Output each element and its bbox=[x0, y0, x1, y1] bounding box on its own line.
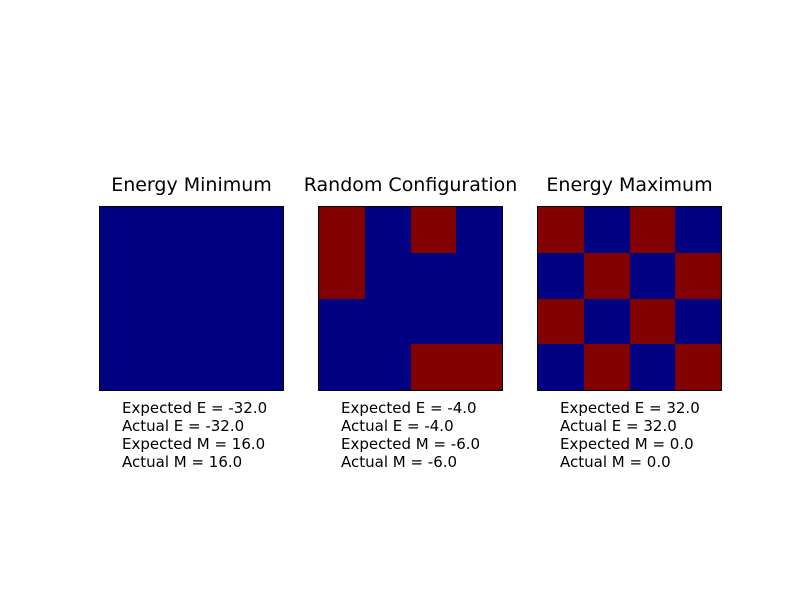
spin-lattice-heatmap bbox=[318, 206, 503, 391]
spin-cell-blue bbox=[456, 252, 502, 299]
spin-cell-blue bbox=[191, 252, 238, 299]
stat-line-actual-e: Actual E = -4.0 bbox=[341, 417, 454, 435]
stat-line-actual-m: Actual M = 0.0 bbox=[560, 453, 671, 471]
spin-cell-blue bbox=[410, 252, 457, 299]
spin-cell-red bbox=[319, 207, 365, 253]
spin-cell-blue bbox=[145, 344, 192, 390]
spin-cell-blue bbox=[456, 298, 502, 345]
spin-cell-red bbox=[456, 344, 502, 390]
spin-cell-blue bbox=[583, 207, 630, 253]
panel-title: Energy Minimum bbox=[111, 174, 272, 196]
spin-cell-red bbox=[583, 252, 630, 299]
stat-line-expected-e: Expected E = -4.0 bbox=[341, 399, 477, 417]
spin-cell-blue bbox=[364, 298, 411, 345]
spin-cell-blue bbox=[237, 298, 283, 345]
spin-cell-blue bbox=[583, 298, 630, 345]
stat-line-expected-e: Expected E = 32.0 bbox=[560, 399, 700, 417]
spin-cell-blue bbox=[410, 298, 457, 345]
spin-cell-blue bbox=[629, 252, 676, 299]
spin-cell-blue bbox=[319, 344, 365, 390]
spin-cell-blue bbox=[675, 298, 721, 345]
spin-cell-red bbox=[675, 344, 721, 390]
spin-cell-blue bbox=[191, 298, 238, 345]
spin-cell-blue bbox=[538, 344, 584, 390]
spin-cell-blue bbox=[100, 344, 146, 390]
stat-line-expected-m: Expected M = 0.0 bbox=[560, 435, 694, 453]
spin-cell-blue bbox=[191, 344, 238, 390]
panel-energy-maximum: Energy Maximum Expected E = 32.0 Actual … bbox=[537, 174, 722, 471]
spin-cell-red bbox=[410, 344, 457, 390]
panel-random-configuration: Random Configuration Expected E = -4.0 A… bbox=[304, 174, 518, 471]
panel-title: Random Configuration bbox=[303, 174, 518, 196]
spin-cell-blue bbox=[145, 298, 192, 345]
spin-cell-blue bbox=[456, 207, 502, 253]
panel-title: Energy Maximum bbox=[546, 174, 713, 196]
spin-cell-red bbox=[675, 252, 721, 299]
stats-block: Expected E = 32.0 Actual E = 32.0 Expect… bbox=[560, 399, 700, 471]
stat-line-actual-m: Actual M = 16.0 bbox=[122, 453, 243, 471]
spin-cell-blue bbox=[675, 207, 721, 253]
stat-line-actual-m: Actual M = -6.0 bbox=[341, 453, 458, 471]
spin-cell-blue bbox=[237, 252, 283, 299]
spin-cell-red bbox=[538, 207, 584, 253]
spin-cell-red bbox=[629, 298, 676, 345]
spin-cell-blue bbox=[629, 344, 676, 390]
spin-cell-blue bbox=[145, 207, 192, 253]
spin-cell-red bbox=[410, 207, 457, 253]
spin-cell-blue bbox=[319, 298, 365, 345]
stat-line-expected-m: Expected M = -6.0 bbox=[341, 435, 481, 453]
spin-cell-blue bbox=[538, 252, 584, 299]
spin-lattice-heatmap bbox=[537, 206, 722, 391]
spin-cell-blue bbox=[364, 207, 411, 253]
spin-cell-red bbox=[629, 207, 676, 253]
spin-cell-red bbox=[319, 252, 365, 299]
spin-cell-blue bbox=[237, 207, 283, 253]
spin-cell-red bbox=[538, 298, 584, 345]
panel-energy-minimum: Energy Minimum Expected E = -32.0 Actual… bbox=[99, 174, 284, 471]
stat-line-actual-e: Actual E = -32.0 bbox=[122, 417, 245, 435]
spin-cell-red bbox=[583, 344, 630, 390]
stats-block: Expected E = -32.0 Actual E = -32.0 Expe… bbox=[122, 399, 267, 471]
stat-line-expected-m: Expected M = 16.0 bbox=[122, 435, 266, 453]
spin-cell-blue bbox=[364, 344, 411, 390]
spin-cell-blue bbox=[364, 252, 411, 299]
spin-cell-blue bbox=[100, 252, 146, 299]
spin-cell-blue bbox=[191, 207, 238, 253]
spin-lattice-heatmap bbox=[99, 206, 284, 391]
spin-cell-blue bbox=[237, 344, 283, 390]
spin-cell-blue bbox=[145, 252, 192, 299]
spin-cell-blue bbox=[100, 207, 146, 253]
stats-block: Expected E = -4.0 Actual E = -4.0 Expect… bbox=[341, 399, 480, 471]
stat-line-expected-e: Expected E = -32.0 bbox=[122, 399, 268, 417]
spin-cell-blue bbox=[100, 298, 146, 345]
stat-line-actual-e: Actual E = 32.0 bbox=[560, 417, 677, 435]
